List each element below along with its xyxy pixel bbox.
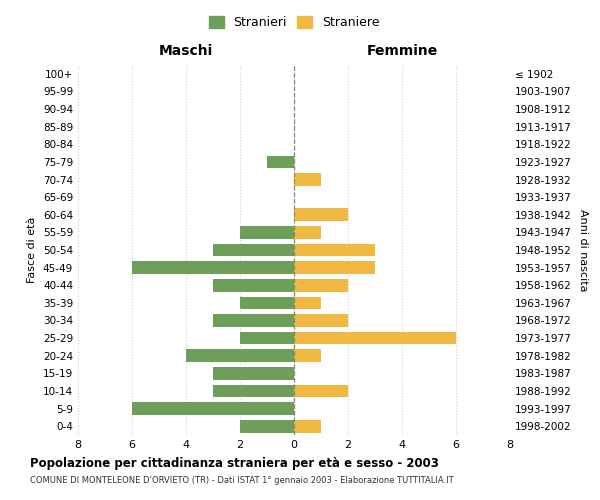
Text: Maschi: Maschi (159, 44, 213, 58)
Y-axis label: Fasce di età: Fasce di età (28, 217, 37, 283)
Bar (294, 173, 321, 186)
Bar (294, 262, 375, 274)
Text: Popolazione per cittadinanza straniera per età e sesso - 2003: Popolazione per cittadinanza straniera p… (30, 458, 439, 470)
Y-axis label: Anni di nascita: Anni di nascita (578, 209, 588, 291)
Bar (294, 208, 348, 221)
Text: COMUNE DI MONTELEONE D’ORVIETO (TR) - Dati ISTAT 1° gennaio 2003 - Elaborazione : COMUNE DI MONTELEONE D’ORVIETO (TR) - Da… (30, 476, 454, 485)
Bar (132, 262, 294, 274)
Text: Femmine: Femmine (367, 44, 437, 58)
Bar (132, 402, 294, 415)
Bar (213, 384, 294, 398)
Bar (294, 420, 321, 432)
Bar (240, 226, 294, 238)
Bar (240, 332, 294, 344)
Bar (294, 332, 456, 344)
Bar (294, 350, 321, 362)
Bar (213, 367, 294, 380)
Legend: Stranieri, Straniere: Stranieri, Straniere (205, 12, 383, 33)
Bar (240, 296, 294, 309)
Bar (294, 244, 375, 256)
Bar (294, 314, 348, 327)
Bar (240, 420, 294, 432)
Bar (213, 279, 294, 291)
Bar (267, 156, 294, 168)
Bar (213, 314, 294, 327)
Bar (294, 279, 348, 291)
Bar (294, 226, 321, 238)
Bar (294, 384, 348, 398)
Bar (294, 296, 321, 309)
Bar (213, 244, 294, 256)
Bar (186, 350, 294, 362)
